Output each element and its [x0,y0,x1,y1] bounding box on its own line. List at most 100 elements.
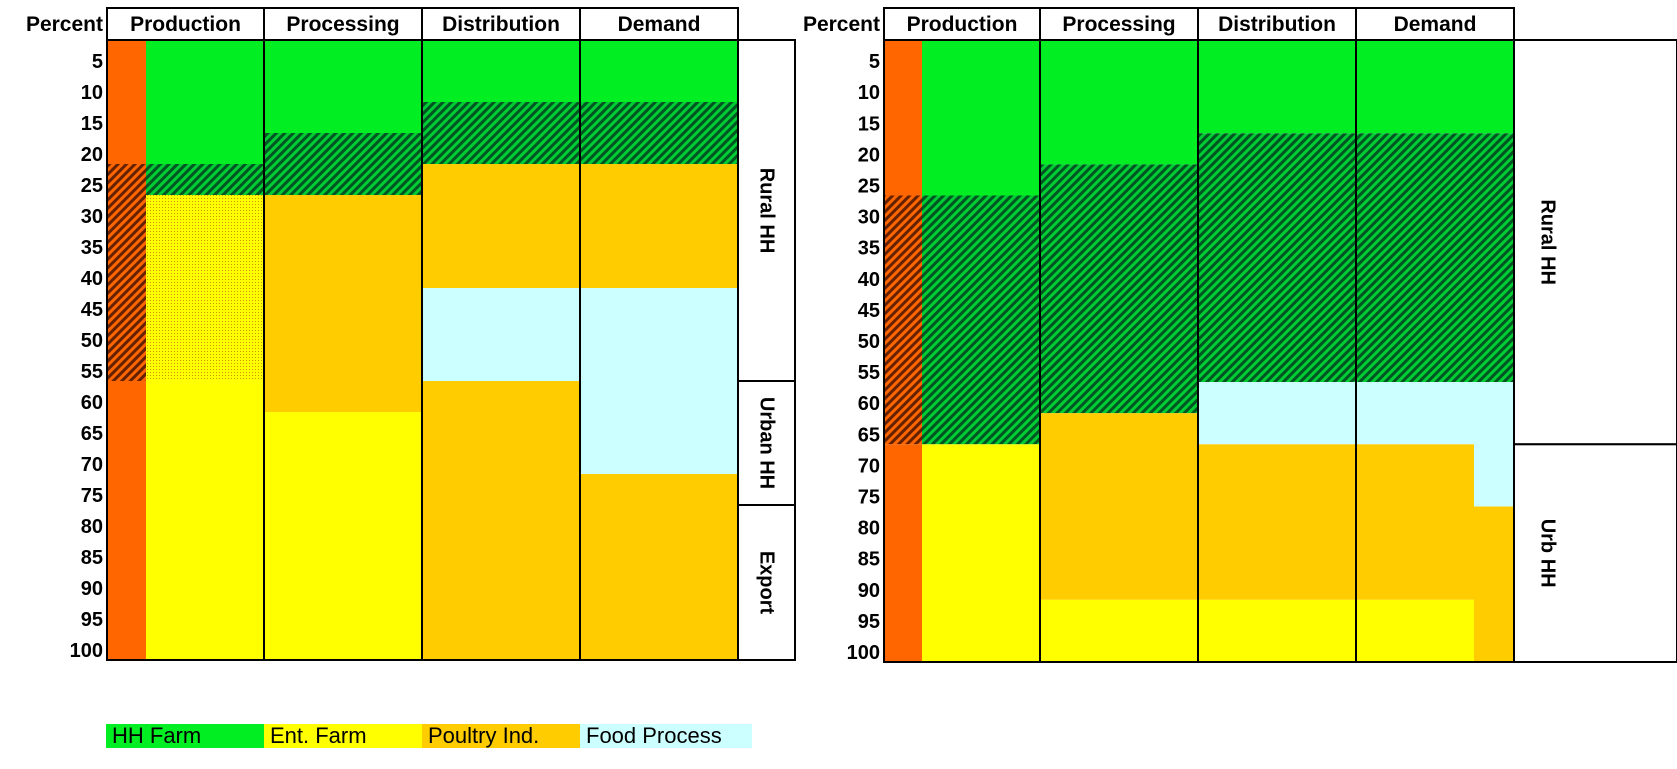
y-tick-label: 45 [81,299,103,321]
y-tick-label: 85 [81,547,103,569]
y-tick-label: 60 [81,392,103,414]
y-tick-label: 10 [81,82,103,104]
bar-segment-processing [1040,599,1198,662]
bar-segment-demand [580,40,738,102]
chart-left: Percent Production Processing Distribution D… [26,7,796,662]
group-box-urb-hh [1513,443,1677,663]
bar-segment-production [922,444,1040,662]
group-label-rural-hh: Rural HH [1537,199,1559,285]
bar-segment-production [146,40,264,164]
y-tick-label: 55 [81,361,103,383]
bar-segment-demand [1356,40,1514,134]
y-tick-label: 70 [858,455,880,477]
strip-segment [884,195,922,445]
bar-segment-demand [580,474,738,660]
y-tick-label: 60 [858,393,880,415]
y-tick-label: 5 [869,51,880,73]
strip-segment [107,195,146,381]
y-tick-label: 10 [858,82,880,104]
y-tick-label: 20 [858,144,880,166]
category-label-distribution: Distribution [442,13,560,36]
bar-segment-distribution [422,288,580,381]
y-tick-label: 15 [81,113,103,135]
y-tick-label: 30 [81,206,103,228]
y-tick-label: 40 [858,269,880,291]
bar-segment-production [922,40,1040,196]
strip-segment [884,40,922,196]
y-tick-label: 15 [858,113,880,135]
bar-segment-production [146,381,264,660]
y-axis-title: Percent [26,13,103,36]
y-tick-label: 25 [858,176,880,198]
bar-segment-processing [1040,40,1198,165]
bar-segment-distribution [1198,599,1356,662]
category-label-processing: Processing [286,13,399,36]
category-label-processing: Processing [1062,13,1175,36]
y-tick-label: 65 [81,423,103,445]
bar-segment-processing [264,195,422,412]
legend-item-food-process: Food Process [580,724,752,748]
bar-segment-distribution [1198,382,1356,445]
y-tick-label: 95 [858,611,880,633]
bar-segment-demand [1356,444,1474,600]
y-tick-label: 65 [858,424,880,446]
group-label-rural-hh: Rural HH [756,168,778,254]
y-tick-label: 95 [81,609,103,631]
bar-segment-distribution [1198,133,1356,383]
group-label-export: Export [756,551,778,615]
bar-segment-processing [1040,413,1198,600]
bar-segment-production [146,164,264,195]
y-tick-label: 50 [858,331,880,353]
bar-segment-processing [1040,164,1198,414]
y-axis-title: Percent [803,13,880,36]
strip-segment [107,381,146,660]
bar-segment-distribution [422,164,580,288]
bar-segment-demand [1474,506,1514,662]
category-label-production: Production [130,13,241,36]
y-tick-label: 75 [81,485,103,507]
group-box-rural-hh [737,39,796,382]
legend-item-ent-farm: Ent. Farm [264,724,422,748]
y-tick-label: 85 [858,549,880,571]
bar-segment-processing [264,412,422,660]
bar-segment-demand [580,288,738,474]
bar-segment-demand [1356,599,1474,662]
category-label-demand: Demand [618,13,701,36]
group-box-rural-hh [1513,39,1677,446]
y-tick-label: 5 [92,51,103,73]
bar-segment-distribution [422,40,580,102]
y-tick-label: 90 [858,580,880,602]
bar-segment-distribution [1198,40,1356,134]
y-tick-label: 30 [858,207,880,229]
strip-segment [107,164,146,195]
y-tick-label: 40 [81,268,103,290]
legend-item-poultry-ind: Poultry Ind. [422,724,580,748]
y-tick-label: 70 [81,454,103,476]
y-tick-label: 20 [81,144,103,166]
bar-segment-demand [1356,133,1514,383]
legend: HH Farm Ent. Farm Poultry Ind. Food Proc… [106,724,752,748]
category-label-distribution: Distribution [1218,13,1336,36]
y-tick-label: 75 [858,487,880,509]
bar-segment-demand [1474,382,1514,507]
category-label-demand: Demand [1394,13,1477,36]
bar-segment-demand [580,102,738,164]
bar-segment-processing [264,40,422,133]
group-label-urban-hh: Urban HH [756,397,778,489]
y-tick-label: 50 [81,330,103,352]
y-tick-label: 25 [81,175,103,197]
y-tick-label: 35 [81,237,103,259]
y-tick-label: 45 [858,300,880,322]
bar-segment-production [922,195,1040,445]
bar-segment-processing [264,133,422,195]
bar-segment-distribution [422,381,580,660]
y-tick-label: 80 [858,518,880,540]
bar-segment-distribution [422,102,580,164]
category-label-production: Production [907,13,1018,36]
y-tick-label: 35 [858,238,880,260]
y-tick-label: 90 [81,578,103,600]
bar-segment-distribution [1198,444,1356,600]
group-box-export [737,504,796,661]
bar-segment-demand [580,164,738,288]
y-tick-label: 100 [847,642,880,664]
